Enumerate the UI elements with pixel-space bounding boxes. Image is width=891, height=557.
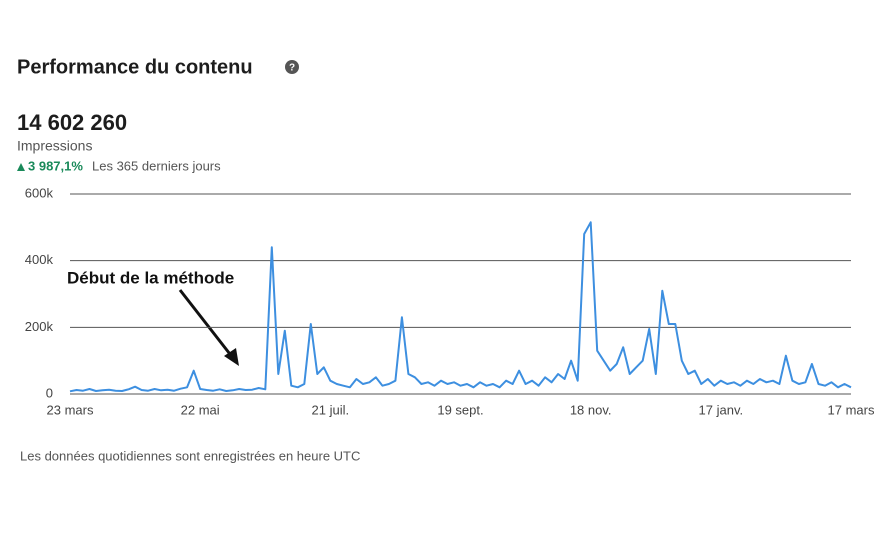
section-title: Performance du contenu	[17, 56, 253, 78]
period: Les 365 derniers jours	[92, 158, 221, 173]
help-icon[interactable]: ?	[285, 60, 299, 74]
y-tick-label: 0	[46, 385, 53, 400]
x-tick-label: 19 sept.	[437, 402, 483, 417]
metric-label: Impressions	[17, 138, 92, 154]
line-series	[69, 221, 852, 393]
x-tick-label: 22 mai	[181, 402, 220, 417]
footnote: Les données quotidiennes sont enregistré…	[20, 448, 360, 463]
x-tick-label: 21 juil.	[312, 402, 350, 417]
y-tick-label: 200k	[25, 319, 54, 334]
up-arrow	[17, 163, 25, 171]
x-tick-label: 18 nov.	[570, 402, 612, 417]
x-tick-label: 23 mars	[47, 402, 94, 417]
annotation: Début de la méthode	[67, 268, 234, 287]
y-tick-label: 400k	[25, 252, 54, 267]
annotation-arrow	[178, 289, 239, 366]
change: 3 987,1%	[28, 158, 83, 173]
x-tick-label: 17 mars	[828, 402, 875, 417]
svg-text:?: ?	[289, 63, 295, 74]
total: 14 602 260	[17, 110, 127, 135]
y-tick-label: 600k	[25, 185, 54, 200]
x-tick-label: 17 janv.	[699, 402, 744, 417]
